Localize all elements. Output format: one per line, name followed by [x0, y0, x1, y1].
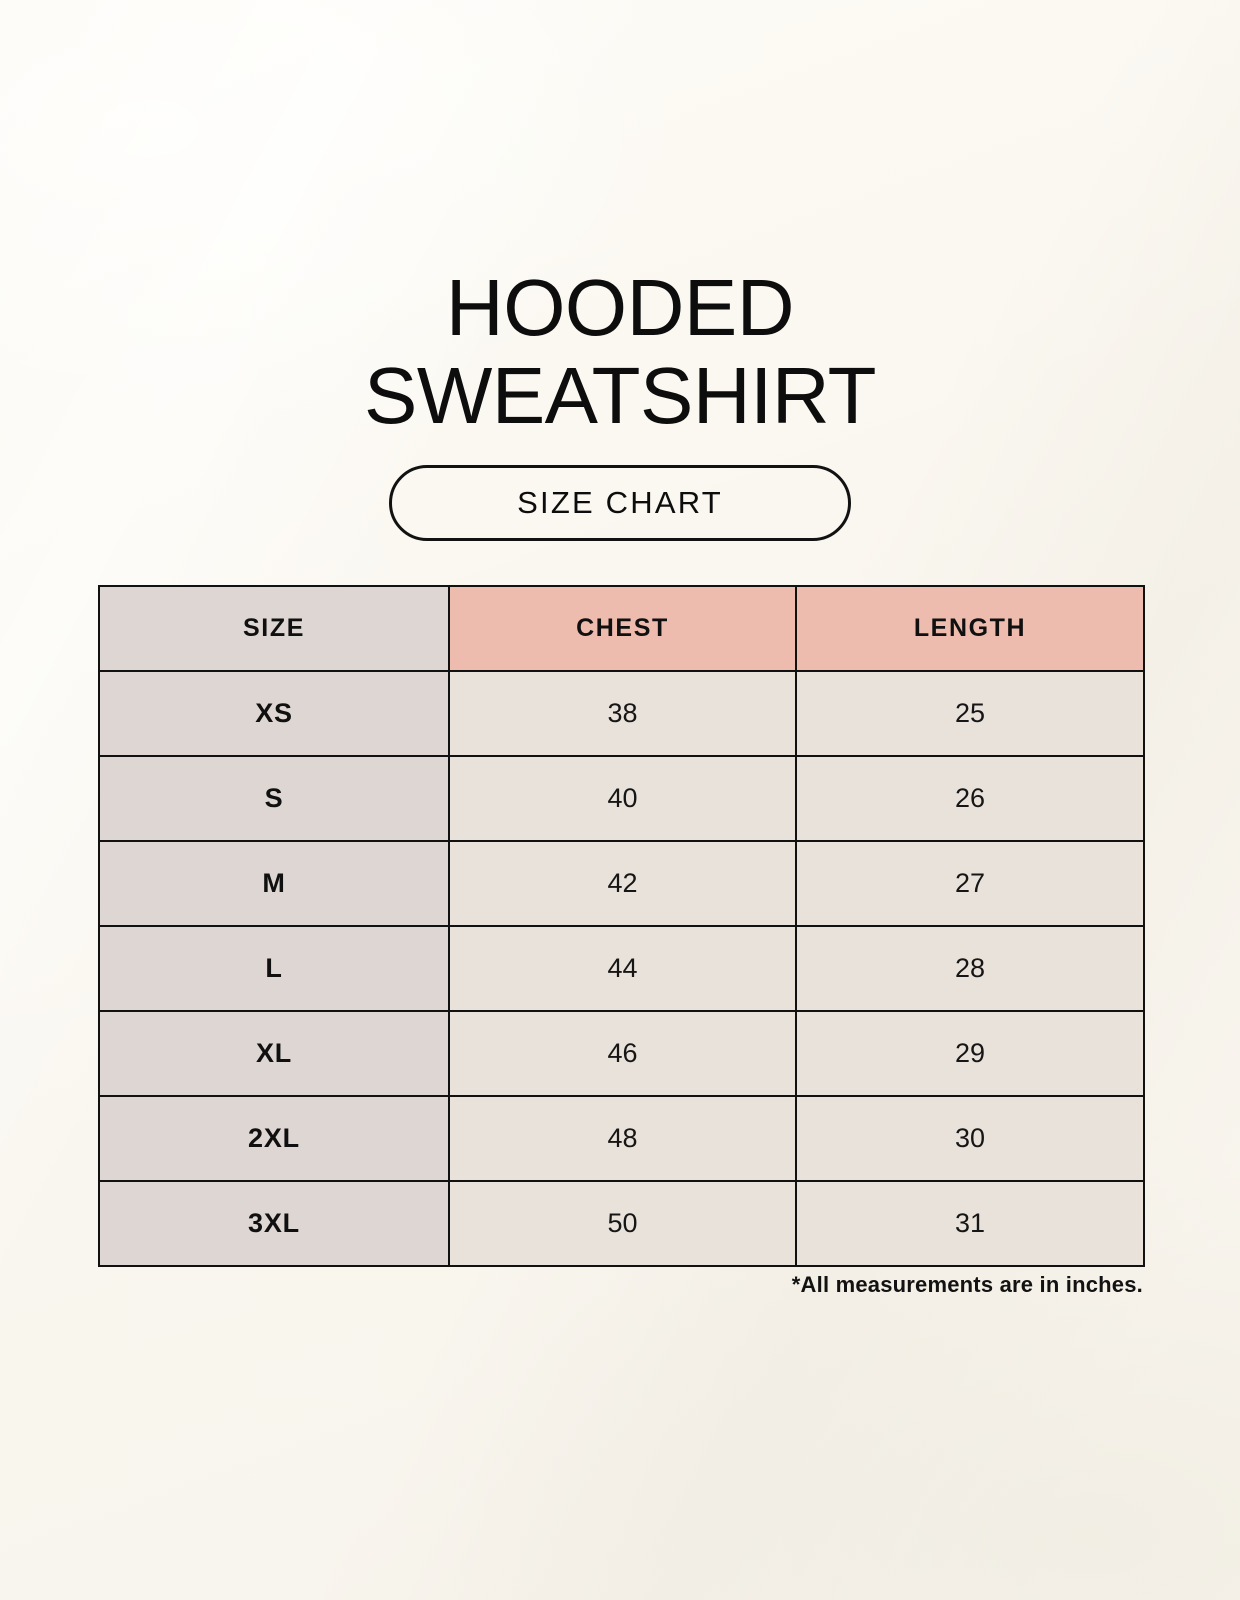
- column-header-size: SIZE: [98, 585, 450, 672]
- title-line-secondary: SWEATSHIRT: [363, 351, 877, 440]
- cell-chest: 46: [448, 1010, 797, 1097]
- page-title: HOODED SWEATSHIRT: [0, 263, 1240, 440]
- size-chart-badge-label: SIZE CHART: [517, 485, 723, 520]
- cell-chest: 48: [448, 1095, 797, 1182]
- column-header-length: LENGTH: [795, 585, 1145, 672]
- table-row: XS 38 25: [98, 670, 1145, 757]
- size-table-container: SIZE CHEST LENGTH XS 38 25 S 40 26 M: [98, 585, 1145, 1267]
- cell-size: XS: [98, 670, 450, 757]
- title-line-primary: HOODED: [445, 263, 795, 352]
- size-chart-badge-container: SIZE CHART: [0, 465, 1240, 541]
- cell-size: XL: [98, 1010, 450, 1097]
- cell-chest: 50: [448, 1180, 797, 1267]
- cell-chest: 38: [448, 670, 797, 757]
- size-table-header: SIZE CHEST LENGTH: [98, 585, 1145, 672]
- cell-chest: 42: [448, 840, 797, 927]
- cell-length: 26: [795, 755, 1145, 842]
- table-row: M 42 27: [98, 840, 1145, 927]
- cell-size: 2XL: [98, 1095, 450, 1182]
- size-chart-badge: SIZE CHART: [389, 465, 851, 541]
- cell-chest: 44: [448, 925, 797, 1012]
- table-row: S 40 26: [98, 755, 1145, 842]
- column-header-chest: CHEST: [448, 585, 797, 672]
- cell-size: S: [98, 755, 450, 842]
- measurement-units-footnote: *All measurements are in inches.: [791, 1272, 1143, 1297]
- cell-length: 27: [795, 840, 1145, 927]
- size-table: SIZE CHEST LENGTH XS 38 25 S 40 26 M: [98, 585, 1145, 1267]
- cell-size: L: [98, 925, 450, 1012]
- size-table-body: XS 38 25 S 40 26 M 42 27 L 44 28: [98, 670, 1145, 1267]
- table-row: 2XL 48 30: [98, 1095, 1145, 1182]
- cell-size: 3XL: [98, 1180, 450, 1267]
- table-row: XL 46 29: [98, 1010, 1145, 1097]
- table-row: 3XL 50 31: [98, 1180, 1145, 1267]
- cell-size: M: [98, 840, 450, 927]
- table-header-row: SIZE CHEST LENGTH: [98, 585, 1145, 672]
- cell-length: 29: [795, 1010, 1145, 1097]
- cell-length: 28: [795, 925, 1145, 1012]
- cell-length: 31: [795, 1180, 1145, 1267]
- cell-length: 30: [795, 1095, 1145, 1182]
- table-row: L 44 28: [98, 925, 1145, 1012]
- cell-chest: 40: [448, 755, 797, 842]
- cell-length: 25: [795, 670, 1145, 757]
